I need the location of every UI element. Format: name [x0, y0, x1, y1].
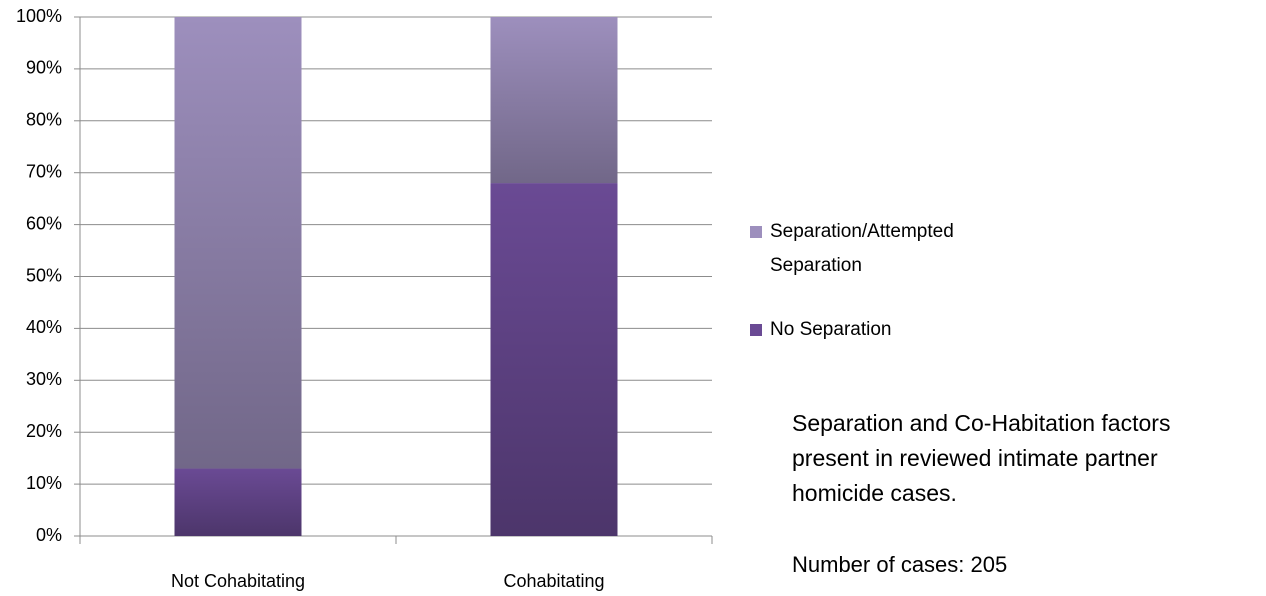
y-tick-label: 70%: [26, 161, 62, 181]
y-tick-label: 30%: [26, 369, 62, 389]
y-tick-label: 80%: [26, 110, 62, 130]
y-tick-label: 90%: [26, 58, 62, 78]
y-tick-label: 0%: [36, 525, 62, 545]
x-tick-label: Not Cohabitating: [171, 571, 305, 591]
x-tick-label: Cohabitating: [503, 571, 604, 591]
bar-shade: [174, 468, 302, 536]
y-tick-label: 60%: [26, 213, 62, 233]
annotation: Number of cases: 205: [792, 552, 1008, 577]
bar-shade: [174, 17, 302, 469]
annotation: Separation and Co-Habitation factors pre…: [792, 410, 1171, 506]
y-tick-label: 50%: [26, 265, 62, 285]
y-tick-label: 100%: [16, 6, 62, 26]
y-tick-label: 40%: [26, 317, 62, 337]
legend-label: No Separation: [770, 319, 892, 340]
legend-swatch: [750, 324, 762, 336]
bar-shade: [490, 183, 618, 536]
y-tick-label: 20%: [26, 421, 62, 441]
y-tick-label: 10%: [26, 473, 62, 493]
legend-swatch: [750, 226, 762, 238]
bar-shade: [490, 17, 618, 184]
legend-label: Separation/Attempted Separation: [770, 221, 954, 276]
